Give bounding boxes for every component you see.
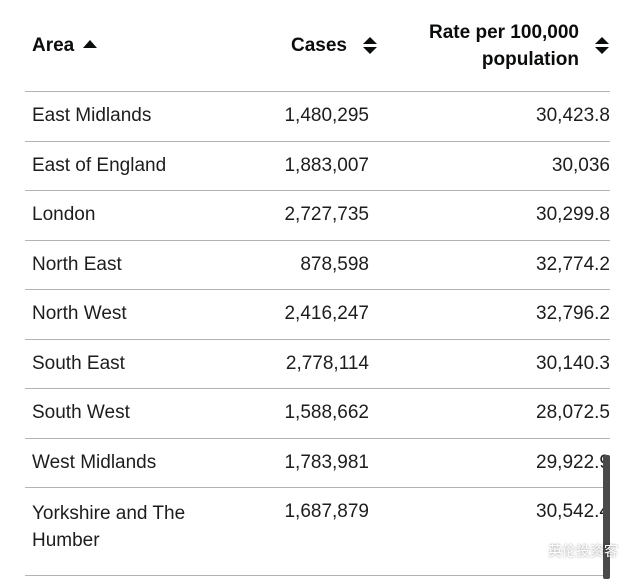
table-header: Area Cases Rate per 100,000 population: [25, 0, 610, 92]
cell-area: North West: [25, 289, 235, 340]
table-row: East of England 1,883,007 30,036: [25, 141, 610, 191]
table-row: North West 2,416,247 32,796.2: [25, 289, 610, 340]
header-rate-line1: Rate per 100,000: [429, 21, 579, 43]
scrollbar[interactable]: [603, 455, 610, 579]
table-row: South East 2,778,114 30,140.3: [25, 339, 610, 389]
sort-cases-button[interactable]: Cases: [291, 32, 377, 59]
cell-area: East of England: [25, 141, 235, 191]
watermark-text: 英伦投资客: [548, 544, 618, 560]
column-header-area[interactable]: Area: [25, 0, 235, 92]
table-row: East Midlands 1,480,295 30,423.8: [25, 91, 610, 142]
cell-rate: 32,774.2: [369, 240, 610, 290]
header-cases-label: Cases: [291, 35, 347, 56]
cell-rate: 30,423.8: [369, 91, 610, 142]
cell-rate: 30,542.4: [369, 487, 610, 576]
header-rate-label: Rate per 100,000 population: [409, 19, 579, 73]
sort-unsorted-icon: [595, 37, 609, 54]
cell-cases: 2,416,247: [235, 289, 369, 340]
data-table: Area Cases Rate per 100,000 population: [25, 0, 610, 576]
column-header-cases[interactable]: Cases: [235, 0, 377, 92]
cell-area-line2: Humber: [32, 530, 100, 551]
cell-cases: 1,687,879: [235, 487, 369, 576]
cell-area: South East: [25, 339, 235, 389]
cell-rate: 32,796.2: [369, 289, 610, 340]
sort-rate-button[interactable]: Rate per 100,000 population: [409, 19, 609, 73]
sort-ascending-icon: [83, 39, 98, 48]
cell-cases: 878,598: [235, 240, 369, 290]
header-rate-line2: population: [481, 48, 579, 70]
cell-cases: 2,778,114: [235, 339, 369, 389]
cell-rate: 28,072.5: [369, 388, 610, 439]
cell-area: South West: [25, 388, 235, 439]
cell-area: West Midlands: [25, 438, 235, 488]
cell-rate: 30,299.8: [369, 190, 610, 241]
cell-area-line1: Yorkshire and The: [32, 503, 186, 524]
table-row: North East 878,598 32,774.2: [25, 240, 610, 290]
cell-cases: 1,883,007: [235, 141, 369, 191]
header-area-label: Area: [32, 35, 75, 56]
cell-cases: 1,480,295: [235, 91, 369, 142]
sort-unsorted-icon: [363, 37, 377, 54]
cell-rate: 29,922.9: [369, 438, 610, 488]
header-row: Area Cases Rate per 100,000 population: [25, 0, 610, 92]
table-row: Yorkshire and The Humber 1,687,879 30,54…: [25, 487, 610, 576]
table-row: West Midlands 1,783,981 29,922.9: [25, 438, 610, 488]
cell-cases: 1,588,662: [235, 388, 369, 439]
wechat-icon: [520, 543, 542, 559]
cell-area: London: [25, 190, 235, 241]
cell-area: Yorkshire and The Humber: [25, 487, 235, 576]
cell-rate: 30,140.3: [369, 339, 610, 389]
cell-cases: 1,783,981: [235, 438, 369, 488]
cell-cases: 2,727,735: [235, 190, 369, 241]
cell-area: North East: [25, 240, 235, 290]
cell-area: East Midlands: [25, 91, 235, 142]
cell-rate: 30,036: [369, 141, 610, 191]
table-body: East Midlands 1,480,295 30,423.8 East of…: [25, 91, 610, 576]
sort-area-button[interactable]: Area: [32, 32, 98, 59]
column-header-rate[interactable]: Rate per 100,000 population: [369, 0, 610, 92]
table-row: London 2,727,735 30,299.8: [25, 190, 610, 241]
table-row: South West 1,588,662 28,072.5: [25, 388, 610, 439]
watermark: 英伦投资客: [520, 541, 618, 561]
